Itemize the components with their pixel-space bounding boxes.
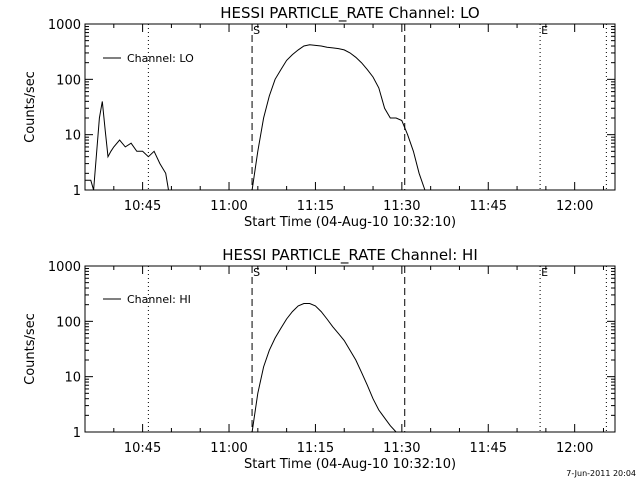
y-tick-label: 1000 (48, 18, 81, 33)
panel-2: HESSI PARTICLE_RATE Channel: HI 1 10 100 100… (23, 246, 616, 472)
annotation-label: S (253, 266, 260, 279)
panel-1: HESSI PARTICLE_RATE Channel: LO 1 10 100 100… (23, 4, 616, 230)
series-line-segment (251, 303, 397, 433)
series-line-segment (251, 44, 426, 191)
legend-entry: Channel: HI (127, 293, 191, 306)
annotation-label: E (541, 24, 548, 37)
x-tick-label: 10:45 (124, 199, 161, 214)
y-tick-label: 1 (73, 184, 81, 199)
y-tick-label: 1000 (48, 260, 81, 275)
y-tick-label: 100 (56, 315, 81, 330)
plot-frame (84, 265, 616, 433)
x-axis-label: Start Time (04-Aug-10 10:32:10) (244, 215, 456, 230)
annotation-label: S (253, 24, 260, 37)
y-tick-label: 10 (64, 371, 81, 386)
x-tick-label: 11:15 (297, 199, 334, 214)
annotation-label: E (541, 266, 548, 279)
y-tick-label: 1 (73, 426, 81, 441)
x-tick-label: 11:30 (383, 199, 420, 214)
plot-frame (84, 23, 616, 191)
y-tick-label: 10 (64, 129, 81, 144)
legend-entry: Channel: LO (127, 52, 194, 65)
chart-title: HESSI PARTICLE_RATE Channel: HI (222, 246, 478, 265)
y-tick-label: 100 (56, 73, 81, 88)
x-tick-label: 11:30 (383, 441, 420, 456)
x-tick-label: 12:00 (556, 441, 593, 456)
x-tick-label: 10:45 (124, 441, 161, 456)
x-tick-label: 11:00 (210, 199, 247, 214)
footer-timestamp: 7-Jun-2011 20:04 (566, 469, 636, 478)
x-tick-label: 11:45 (470, 441, 507, 456)
x-tick-label: 11:00 (210, 441, 247, 456)
x-tick-label: 12:00 (556, 199, 593, 214)
y-axis-label: Counts/sec (23, 71, 38, 143)
x-axis-label: Start Time (04-Aug-10 10:32:10) (244, 457, 456, 472)
x-tick-label: 11:15 (297, 441, 334, 456)
series-line-segment (85, 101, 169, 191)
y-axis-label: Counts/sec (23, 313, 38, 385)
chart-title: HESSI PARTICLE_RATE Channel: LO (220, 4, 479, 23)
x-tick-label: 11:45 (470, 199, 507, 214)
